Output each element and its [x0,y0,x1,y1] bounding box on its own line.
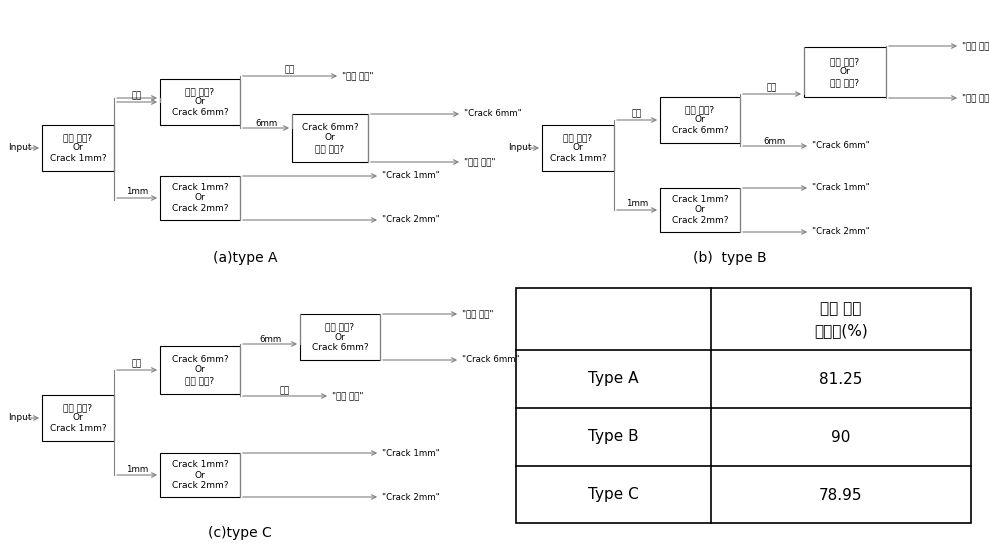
Text: 정상 상태?
Or
Crack 1mm?: 정상 상태? Or Crack 1mm? [49,403,106,433]
Bar [160,176,240,220]
Text: "Crack 1mm": "Crack 1mm" [812,183,869,193]
Text: 81.25: 81.25 [819,372,862,386]
Text: "Crack 2mm": "Crack 2mm" [382,216,440,225]
Text: 고장 진단: 고장 진단 [820,301,861,317]
Text: "정상 상태": "정상 상태" [342,71,374,81]
Text: 성공률(%): 성공률(%) [814,323,868,339]
Text: "정상 상태": "정상 상태" [462,310,494,318]
Text: (a)type A: (a)type A [213,251,277,265]
Text: 1mm: 1mm [126,464,148,473]
Text: "Crack 6mm": "Crack 6mm" [462,356,520,365]
Text: Input: Input [508,143,531,153]
Text: Input: Input [8,413,32,423]
Text: "Crack 6mm": "Crack 6mm" [812,142,869,150]
Text: 78.95: 78.95 [819,488,862,502]
Text: "Crack 2mm": "Crack 2mm" [382,492,440,501]
Text: Crack 6mm?
Or
끝단 완전?: Crack 6mm? Or 끝단 완전? [302,123,358,153]
Text: 6mm: 6mm [255,119,277,127]
Text: 90: 90 [832,429,851,445]
Bar [42,125,114,171]
Bar [300,314,380,360]
Bar [292,114,368,162]
Bar [160,79,240,125]
Text: 정상 상태?
Or
끝단 완전?: 정상 상태? Or 끝단 완전? [831,57,859,87]
Text: Crack 1mm?
Or
Crack 2mm?: Crack 1mm? Or Crack 2mm? [172,460,228,490]
Text: Type C: Type C [588,488,639,502]
Bar [160,346,240,394]
Text: "Crack 1mm": "Crack 1mm" [382,449,440,457]
Text: Crack 6mm?
Or
끝단 완전?: Crack 6mm? Or 끝단 완전? [172,355,228,385]
Text: 정상 상태?
Or
Crack 1mm?: 정상 상태? Or Crack 1mm? [49,133,106,163]
Text: "Crack 6mm": "Crack 6mm" [464,109,522,119]
Text: "정상 상태": "정상 상태" [962,42,989,51]
Text: Crack 1mm?
Or
Crack 2mm?: Crack 1mm? Or Crack 2mm? [672,195,728,225]
Text: 정상 상태?
Or
Crack 6mm?: 정상 상태? Or Crack 6mm? [312,322,368,352]
Text: 정상: 정상 [132,92,142,100]
Text: 6mm: 6mm [259,334,281,344]
Bar [660,97,740,143]
Text: 정상: 정상 [632,109,642,119]
Text: "끝단 완전": "끝단 완전" [464,158,495,166]
Text: 정상 상태?
Or
Crack 1mm?: 정상 상태? Or Crack 1mm? [550,133,606,163]
Text: 1mm: 1mm [626,199,648,209]
Text: Type A: Type A [588,372,639,386]
Text: 정상: 정상 [766,83,777,92]
Text: "끝단 완전": "끝단 완전" [332,391,364,401]
Text: 끝단: 끝단 [280,386,290,395]
Text: (c)type C: (c)type C [208,526,272,540]
Text: "끝단 완전": "끝단 완전" [962,93,989,103]
Text: 정상: 정상 [285,65,295,75]
Bar [660,188,740,232]
Bar [516,288,971,523]
Text: 6mm: 6mm [764,137,786,145]
Bar [542,125,614,171]
Text: "Crack 2mm": "Crack 2mm" [812,227,869,237]
Bar [42,395,114,441]
Bar [804,47,886,97]
Text: Input: Input [8,143,32,153]
Text: 1mm: 1mm [126,188,148,197]
Text: Type B: Type B [588,429,639,445]
Text: "Crack 1mm": "Crack 1mm" [382,171,440,181]
Text: 정상: 정상 [132,360,142,368]
Text: 정상 상태?
Or
Crack 6mm?: 정상 상태? Or Crack 6mm? [672,105,728,135]
Text: Crack 1mm?
Or
Crack 2mm?: Crack 1mm? Or Crack 2mm? [172,183,228,213]
Text: (b)  type B: (b) type B [693,251,766,265]
Text: 정상 상태?
Or
Crack 6mm?: 정상 상태? Or Crack 6mm? [172,87,228,117]
Bar [160,453,240,497]
